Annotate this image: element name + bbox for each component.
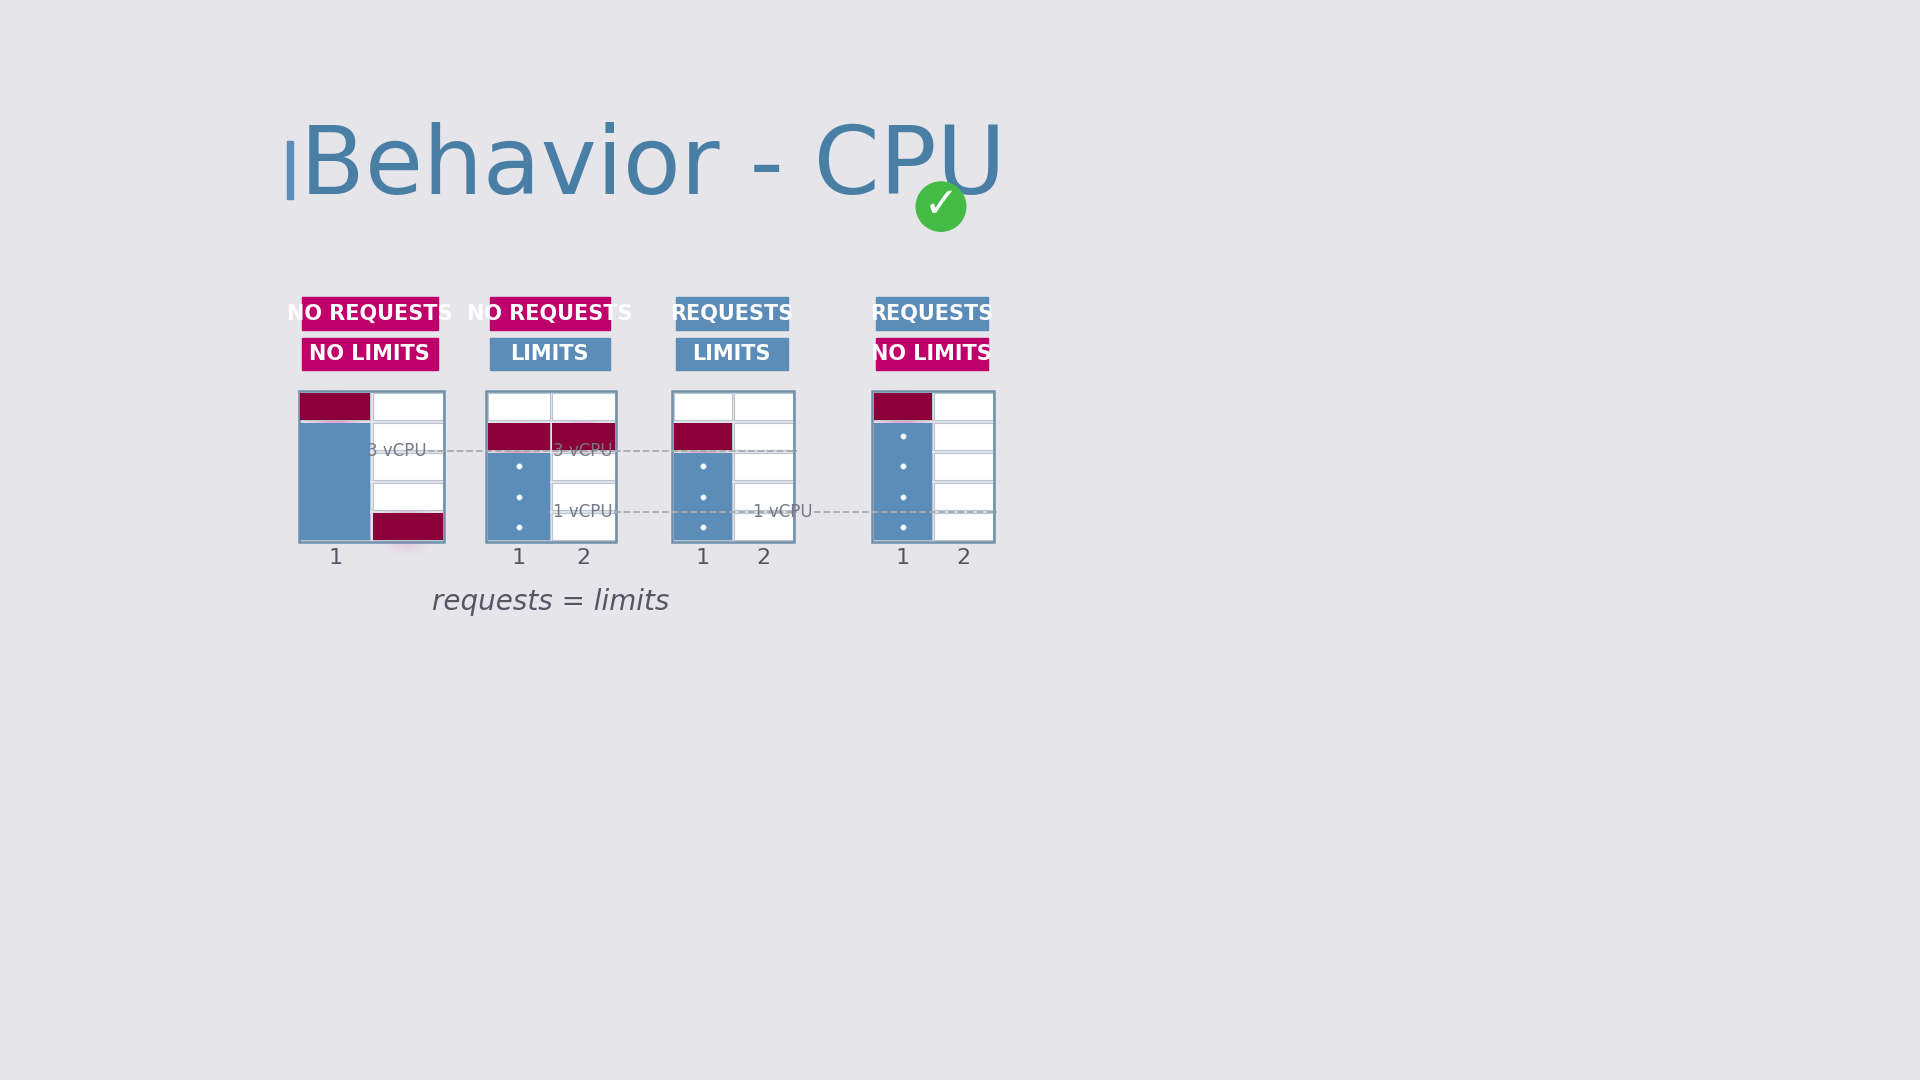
Text: 2: 2 xyxy=(576,548,591,568)
Bar xyxy=(872,391,995,541)
Bar xyxy=(735,453,793,481)
Text: NO REQUESTS: NO REQUESTS xyxy=(467,303,632,324)
Bar xyxy=(490,297,611,329)
Bar xyxy=(874,453,931,481)
Bar xyxy=(935,453,993,481)
Circle shape xyxy=(578,432,588,441)
Text: 2: 2 xyxy=(756,548,770,568)
Bar xyxy=(876,297,989,329)
Bar xyxy=(874,422,931,540)
Bar xyxy=(674,483,732,511)
Bar xyxy=(300,422,371,450)
Bar xyxy=(488,422,549,450)
Text: LIMITS: LIMITS xyxy=(693,343,772,364)
Text: 2: 2 xyxy=(956,548,972,568)
Circle shape xyxy=(697,445,710,458)
Bar xyxy=(372,392,444,420)
Bar xyxy=(286,141,294,199)
Bar xyxy=(935,483,993,511)
Circle shape xyxy=(513,445,526,458)
Bar xyxy=(488,422,549,450)
Bar xyxy=(488,453,549,540)
Bar xyxy=(672,391,795,541)
Bar xyxy=(735,483,793,511)
Bar xyxy=(300,392,371,420)
Bar xyxy=(874,422,931,450)
Bar xyxy=(300,483,371,511)
Bar xyxy=(301,297,438,329)
Circle shape xyxy=(699,447,707,456)
Text: 1: 1 xyxy=(328,548,342,568)
Text: NO LIMITS: NO LIMITS xyxy=(309,343,430,364)
Bar xyxy=(553,392,614,420)
Text: 1 vCPU: 1 vCPU xyxy=(753,502,812,521)
Bar xyxy=(674,513,732,540)
Bar xyxy=(735,513,793,540)
Bar xyxy=(874,392,931,420)
Bar xyxy=(674,453,732,481)
Text: LIMITS: LIMITS xyxy=(511,343,589,364)
Bar xyxy=(372,483,444,511)
Bar xyxy=(488,392,549,420)
Bar xyxy=(372,513,444,540)
Bar xyxy=(300,453,371,481)
Bar xyxy=(300,513,371,540)
Circle shape xyxy=(897,415,910,428)
Bar xyxy=(874,513,931,540)
Text: NO REQUESTS: NO REQUESTS xyxy=(288,303,453,324)
Bar xyxy=(676,297,787,329)
Text: NO LIMITS: NO LIMITS xyxy=(872,343,993,364)
Bar xyxy=(935,513,993,540)
Circle shape xyxy=(916,181,966,231)
Bar xyxy=(300,391,444,541)
Text: 1: 1 xyxy=(695,548,710,568)
Circle shape xyxy=(328,415,342,428)
Text: Behavior - CPU: Behavior - CPU xyxy=(300,122,1006,214)
Bar xyxy=(486,391,616,541)
Bar xyxy=(553,422,614,450)
Text: REQUESTS: REQUESTS xyxy=(870,303,993,324)
Text: ✓: ✓ xyxy=(924,184,958,226)
Bar xyxy=(372,422,444,450)
Bar xyxy=(553,422,614,450)
Circle shape xyxy=(578,430,589,443)
Text: 3 vCPU: 3 vCPU xyxy=(553,443,612,460)
Bar xyxy=(676,337,787,369)
Text: 1: 1 xyxy=(513,548,526,568)
Bar xyxy=(553,453,614,481)
Bar xyxy=(876,337,989,369)
Bar xyxy=(735,422,793,450)
Bar xyxy=(674,392,732,420)
Bar xyxy=(300,392,371,420)
Bar xyxy=(372,513,444,540)
Bar xyxy=(372,453,444,481)
Bar xyxy=(553,513,614,540)
Circle shape xyxy=(515,447,524,456)
Circle shape xyxy=(401,519,415,534)
Text: 3 vCPU: 3 vCPU xyxy=(367,443,426,460)
Circle shape xyxy=(330,417,340,426)
Bar xyxy=(674,422,732,450)
Bar xyxy=(301,337,438,369)
Bar xyxy=(674,453,732,540)
Bar xyxy=(490,337,611,369)
Circle shape xyxy=(403,522,413,531)
Bar xyxy=(874,483,931,511)
Bar xyxy=(488,483,549,511)
Bar xyxy=(674,422,732,450)
Bar xyxy=(735,392,793,420)
Bar xyxy=(553,483,614,511)
Text: REQUESTS: REQUESTS xyxy=(670,303,793,324)
Text: 1: 1 xyxy=(897,548,910,568)
Text: 1 vCPU: 1 vCPU xyxy=(553,502,612,521)
Bar xyxy=(488,453,549,481)
Bar xyxy=(935,422,993,450)
Text: requests = limits: requests = limits xyxy=(432,588,670,616)
Bar xyxy=(935,392,993,420)
Circle shape xyxy=(899,417,908,426)
Bar xyxy=(874,392,931,420)
Bar xyxy=(488,513,549,540)
Bar xyxy=(300,422,371,540)
